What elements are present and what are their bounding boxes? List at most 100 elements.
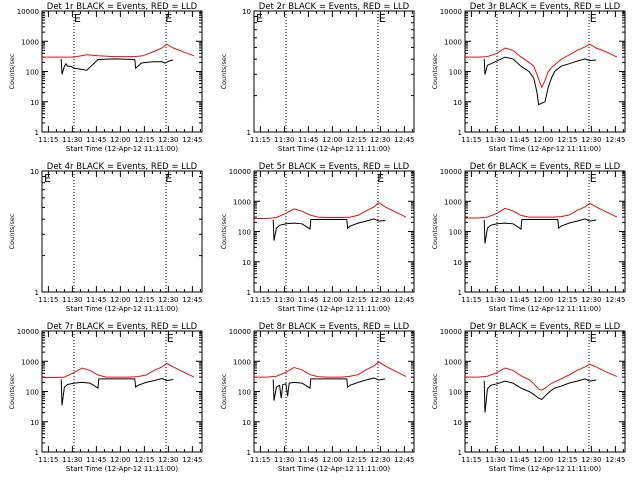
e-marker-label: E — [44, 172, 51, 185]
chart-title: Det 1r BLACK = Events, RED = LLD — [47, 2, 198, 12]
plot-frame — [41, 330, 203, 453]
x-tick-label: 11:15 — [461, 136, 481, 144]
y-tick-label: 10 — [453, 419, 462, 427]
x-tick-label: 12:30 — [370, 456, 390, 464]
y-tick-label: 10 — [242, 259, 251, 267]
y-tick-label: 1 — [247, 449, 251, 457]
series-line-events — [483, 56, 597, 106]
x-tick-label: 12:45 — [605, 456, 625, 464]
plot-frame — [253, 10, 415, 133]
y-tick-label: 1 — [458, 289, 462, 297]
x-tick-label: 12:45 — [605, 136, 625, 144]
y-tick-label: 1000 — [233, 198, 251, 206]
series-line-lld — [465, 363, 618, 391]
y-tick-label: 100 — [238, 389, 251, 397]
e-marker-label: E — [256, 12, 263, 25]
x-tick-label: 12:45 — [182, 136, 202, 144]
x-tick-label: 11:15 — [38, 136, 58, 144]
x-tick-label: 12:45 — [394, 296, 414, 304]
x-axis-label: Start Time (12-Apr-12 11:11:00) — [278, 145, 390, 153]
series-line-lld — [254, 361, 407, 378]
y-axis-label: Counts/sec — [431, 373, 439, 409]
y-tick-label: 1000 — [21, 358, 39, 366]
y-tick-label: 10000 — [440, 168, 462, 176]
x-tick-label: 11:15 — [250, 456, 270, 464]
x-tick-label: 12:00 — [533, 136, 553, 144]
y-tick-label: 1 — [247, 129, 251, 137]
x-tick-label: 12:15 — [134, 456, 154, 464]
y-tick-label: 1000 — [233, 358, 251, 366]
x-tick-label: 12:30 — [581, 456, 601, 464]
x-axis-label: Start Time (12-Apr-12 11:11:00) — [278, 465, 390, 473]
chart-panel-4: Det 4r BLACK = Events, RED = LLD 1 10 Count… — [8, 162, 203, 313]
y-tick-label: 10 — [453, 259, 462, 267]
y-axis-label: Counts/sec — [8, 53, 16, 89]
e-marker-label: E — [590, 172, 597, 185]
series-line-events — [272, 377, 386, 401]
x-tick-label: 11:30 — [274, 136, 294, 144]
y-tick-label: 10 — [30, 419, 39, 427]
x-tick-label: 11:45 — [298, 136, 318, 144]
y-tick-label: 100 — [238, 229, 251, 237]
chart-title: Det 4r BLACK = Events, RED = LLD — [47, 162, 198, 172]
y-tick-label: 100 — [449, 229, 462, 237]
e-marker-label: E — [590, 12, 597, 25]
x-tick-label: 12:45 — [605, 296, 625, 304]
y-tick-label: 10 — [30, 168, 39, 176]
chart-title: Det 9r BLACK = Events, RED = LLD — [470, 322, 621, 332]
x-tick-label: 12:00 — [110, 456, 130, 464]
x-tick-label: 12:45 — [394, 456, 414, 464]
x-tick-label: 12:00 — [533, 456, 553, 464]
x-tick-label: 11:30 — [274, 296, 294, 304]
x-tick-label: 12:30 — [158, 296, 178, 304]
e-marker-label: E — [379, 332, 386, 345]
e-marker-label: E — [74, 12, 81, 25]
x-tick-label: 12:15 — [557, 456, 577, 464]
series-line-lld — [42, 362, 195, 378]
x-tick-label: 12:45 — [182, 296, 202, 304]
y-axis-label: Counts/sec — [8, 213, 16, 249]
y-tick-label: 1 — [458, 129, 462, 137]
x-tick-label: 11:15 — [38, 296, 58, 304]
e-marker-label: E — [167, 332, 174, 345]
x-tick-label: 12:15 — [346, 456, 366, 464]
x-tick-label: 12:15 — [346, 136, 366, 144]
chart-title: Det 2r BLACK = Events, RED = LLD — [259, 2, 410, 12]
y-tick-label: 1 — [35, 449, 39, 457]
x-tick-label: 12:45 — [394, 136, 414, 144]
x-tick-label: 12:30 — [581, 136, 601, 144]
y-tick-label: 100 — [26, 69, 39, 77]
y-tick-label: 1 — [35, 289, 39, 297]
x-tick-label: 11:45 — [298, 456, 318, 464]
plot-frame — [464, 10, 626, 133]
x-tick-label: 12:30 — [370, 136, 390, 144]
plot-frame — [41, 170, 203, 293]
chart-panel-3: Det 3r BLACK = Events, RED = LLD 1 10 100 10… — [431, 2, 626, 153]
chart-panel-8: Det 8r BLACK = Events, RED = LLD 1 10 100 10… — [220, 322, 415, 473]
chart-title: Det 8r BLACK = Events, RED = LLD — [259, 322, 410, 332]
x-tick-label: 11:30 — [62, 136, 82, 144]
chart-panel-7: Det 7r BLACK = Events, RED = LLD 1 10 100 10… — [8, 322, 203, 473]
x-tick-label: 12:15 — [134, 136, 154, 144]
series-line-events — [272, 218, 386, 241]
x-tick-label: 11:45 — [86, 456, 106, 464]
y-tick-label: 10 — [453, 99, 462, 107]
x-tick-label: 11:30 — [62, 296, 82, 304]
y-tick-label: 1 — [247, 289, 251, 297]
e-marker-label: E — [590, 332, 597, 345]
x-tick-label: 11:30 — [62, 456, 82, 464]
x-tick-label: 11:45 — [86, 136, 106, 144]
y-tick-label: 1 — [35, 129, 39, 137]
series-line-events — [483, 378, 597, 413]
series-line-lld — [42, 43, 195, 58]
e-marker-label: E — [379, 12, 386, 25]
y-tick-label: 10000 — [17, 328, 39, 336]
chart-panel-6: Det 6r BLACK = Events, RED = LLD 1 10 100 10… — [431, 162, 626, 313]
y-tick-label: 10000 — [229, 328, 251, 336]
x-tick-label: 11:45 — [509, 296, 529, 304]
x-axis-label: Start Time (12-Apr-12 11:11:00) — [278, 305, 390, 313]
y-tick-label: 10 — [30, 99, 39, 107]
plot-frame — [41, 10, 203, 133]
x-tick-label: 12:30 — [370, 296, 390, 304]
x-tick-label: 12:15 — [134, 296, 154, 304]
